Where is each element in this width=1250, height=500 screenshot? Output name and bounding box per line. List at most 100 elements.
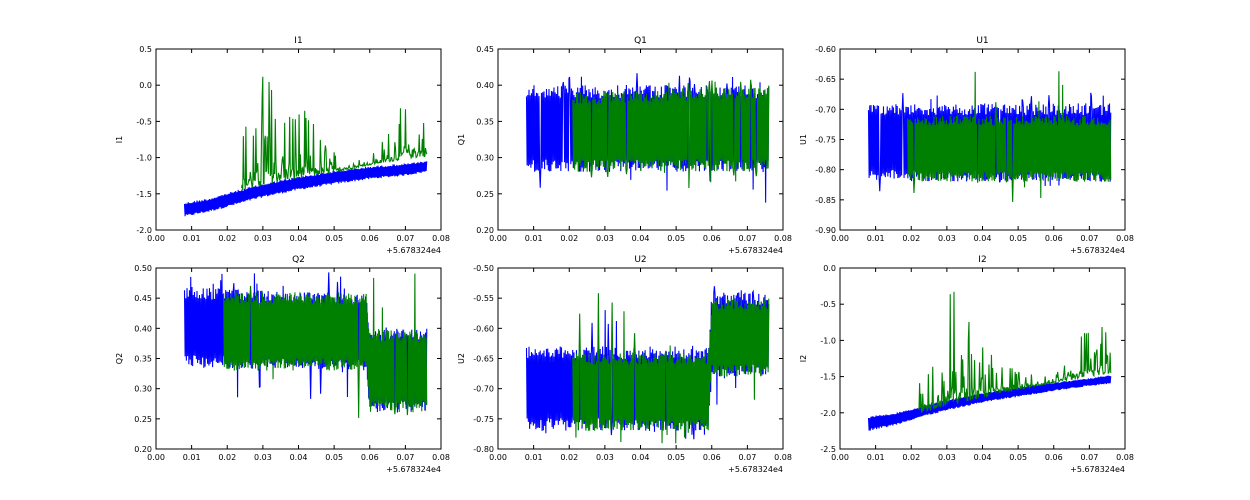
x-offset-label: +5.678324e4 [728,465,783,474]
y-tick-label: 0.50 [134,264,152,273]
y-tick-label: 0.30 [134,385,152,394]
y-tick-label: -0.75 [473,415,494,424]
y-axis-label: I1 [115,136,124,143]
y-tick-label: -0.85 [815,196,836,205]
plot-area [183,272,428,419]
x-tick-label: 0.03 [254,453,272,462]
x-tick-label: 0.01 [525,453,543,462]
y-tick-label: -0.80 [473,445,494,454]
y-tick-label: 0.45 [134,294,152,303]
subplot-title: I2 [978,255,986,265]
x-tick-label: 0.05 [325,453,343,462]
x-tick-label: 0.02 [560,234,578,243]
y-tick-label: -0.65 [473,355,494,364]
x-offset-label: +5.678324e4 [728,246,783,255]
subplot-u2: 0.00 0.01 0.02 0.03 0.04 0.05 0.06 0.07 0.08 -0.8… [457,255,792,474]
x-tick-label: 0.02 [218,453,236,462]
y-tick-label: -0.90 [815,226,836,235]
x-tick-label: 0.02 [902,453,920,462]
series-line-green [223,273,428,419]
x-tick-label: 0.00 [831,453,849,462]
x-tick-label: 0.00 [147,453,165,462]
y-tick-label: -2.0 [820,409,836,418]
x-tick-label: 0.08 [774,453,792,462]
x-tick-label: 0.03 [596,234,614,243]
subplot-q2: 0.00 0.01 0.02 0.03 0.04 0.05 0.06 0.07 0.08 0.20… [115,255,450,474]
y-tick-label: -1.5 [820,373,836,382]
x-tick-label: 0.06 [1045,234,1063,243]
x-tick-label: 0.03 [938,234,956,243]
x-tick-label: 0.00 [147,234,165,243]
x-tick-label: 0.08 [432,234,450,243]
y-tick-label: 0.35 [134,355,152,364]
x-tick-label: 0.06 [361,234,379,243]
x-tick-label: 0.04 [290,453,308,462]
x-tick-label: 0.01 [183,234,201,243]
x-tick-label: 0.02 [902,234,920,243]
x-tick-label: 0.00 [831,234,849,243]
x-tick-label: 0.03 [254,234,272,243]
y-tick-label: 0.45 [476,45,494,54]
x-offset-label: +5.678324e4 [1070,246,1125,255]
plot-area [525,73,770,203]
x-tick-label: 0.01 [183,453,201,462]
x-tick-label: 0.08 [1116,453,1134,462]
y-tick-label: 0.20 [476,226,494,235]
series-line-green [572,293,770,444]
y-tick-label: -0.5 [820,300,836,309]
y-tick-label: 0.40 [134,324,152,333]
series-line-green [572,79,770,189]
plot-area [183,76,428,217]
series-line-green [917,291,1112,413]
x-tick-label: 0.07 [738,234,756,243]
x-tick-label: 0.05 [667,453,685,462]
y-tick-label: 0.5 [139,45,152,54]
x-tick-label: 0.06 [361,453,379,462]
x-tick-label: 0.06 [1045,453,1063,462]
plot-area [867,71,1112,202]
x-tick-label: 0.03 [938,453,956,462]
y-tick-label: -0.60 [473,324,494,333]
x-tick-label: 0.04 [632,453,650,462]
y-tick-label: -1.0 [820,336,836,345]
x-tick-label: 0.01 [867,234,885,243]
x-tick-label: 0.00 [489,234,507,243]
y-tick-label: 0.35 [476,117,494,126]
x-tick-label: 0.02 [560,453,578,462]
plot-area [867,291,1112,431]
x-offset-label: +5.678324e4 [1070,465,1125,474]
x-tick-label: 0.07 [396,234,414,243]
y-axis-label: Q2 [115,353,124,364]
y-tick-label: 0.0 [823,264,836,273]
subplot-q1: 0.00 0.01 0.02 0.03 0.04 0.05 0.06 0.07 0.08 0.20… [457,36,792,255]
x-tick-label: 0.01 [867,453,885,462]
x-offset-label: +5.678324e4 [386,246,441,255]
y-axis-label: I2 [799,355,808,362]
x-tick-label: 0.06 [703,453,721,462]
y-tick-label: -0.60 [815,45,836,54]
series-line-blue [867,375,1112,431]
x-tick-label: 0.06 [703,234,721,243]
y-tick-label: -1.5 [136,190,152,199]
y-tick-label: 0.40 [476,81,494,90]
series-line-green [240,76,428,190]
x-tick-label: 0.03 [596,453,614,462]
y-tick-label: 0.25 [476,190,494,199]
x-tick-label: 0.04 [290,234,308,243]
x-tick-label: 0.05 [1009,234,1027,243]
y-tick-label: -0.5 [136,117,152,126]
subplot-title: Q2 [292,255,305,265]
y-tick-label: -0.70 [473,385,494,394]
x-tick-label: 0.05 [667,234,685,243]
x-tick-label: 0.08 [432,453,450,462]
x-tick-label: 0.01 [525,234,543,243]
y-tick-label: -0.75 [815,136,836,145]
y-tick-label: -1.0 [136,154,152,163]
subplot-i2: 0.00 0.01 0.02 0.03 0.04 0.05 0.06 0.07 0.08 -2.5… [799,255,1134,474]
x-tick-label: 0.08 [1116,234,1134,243]
subplot-u1: 0.00 0.01 0.02 0.03 0.04 0.05 0.06 0.07 0.08 -0.9… [799,36,1134,255]
subplot-title: U2 [634,255,646,265]
y-tick-label: 0.20 [134,445,152,454]
y-tick-label: 0.25 [134,415,152,424]
